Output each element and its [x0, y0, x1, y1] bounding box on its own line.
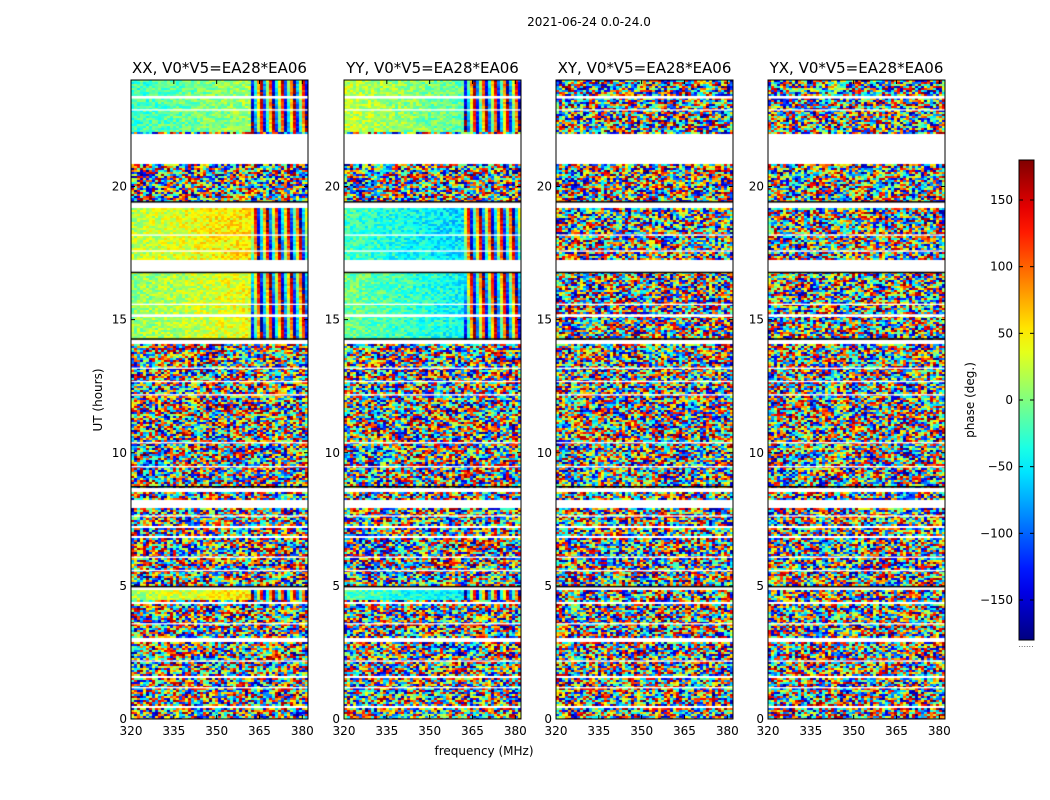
- heatmap-image: [768, 80, 945, 719]
- panel-title: XY, V0*V5=EA28*EA06: [558, 59, 732, 77]
- y-tick-label: 0: [544, 712, 552, 726]
- x-tick-label: 335: [375, 724, 398, 738]
- heatmap-image: [344, 80, 521, 719]
- y-tick-label: 20: [749, 180, 764, 194]
- y-tick-label: 0: [332, 712, 340, 726]
- axes-frame: [343, 79, 522, 720]
- colorbar-tick-label: 150: [990, 193, 1013, 207]
- y-tick-label: 5: [119, 579, 127, 593]
- y-tick-label: 20: [112, 180, 127, 194]
- x-tick-label: 320: [120, 724, 143, 738]
- colorbar-tick-label: −150: [980, 593, 1013, 607]
- y-tick-label: 15: [749, 313, 764, 327]
- y-tick-label: 10: [112, 446, 127, 460]
- axes-frame: [130, 79, 309, 720]
- x-tick-label: 320: [757, 724, 780, 738]
- x-tick-label: 350: [418, 724, 441, 738]
- y-tick-label: 15: [325, 313, 340, 327]
- colorbar-tick-label: 0: [1005, 393, 1013, 407]
- x-tick-label: 365: [673, 724, 696, 738]
- x-tick-label: 350: [205, 724, 228, 738]
- y-tick-label: 5: [756, 579, 764, 593]
- colorbar-tick-label: −50: [988, 460, 1013, 474]
- x-tick-label: 380: [291, 724, 314, 738]
- colorbar: 150 100 50 0 −50 −100 −150: [980, 159, 1035, 641]
- x-tick-label: 365: [248, 724, 271, 738]
- heatmap-image: [556, 80, 733, 719]
- y-tick-label: 5: [332, 579, 340, 593]
- panel-0: XX, V0*V5=EA28*EA06 320 335 350 365 380 0 5 10 15…: [112, 59, 314, 738]
- colorbar-tick-label: −100: [980, 526, 1013, 540]
- figure-title: 2021-06-24 0.0-24.0: [527, 15, 651, 29]
- colorbar-label: phase (deg.): [963, 362, 977, 438]
- x-axis-label: frequency (MHz): [434, 744, 533, 758]
- x-tick-label: 365: [885, 724, 908, 738]
- x-tick-label: 320: [333, 724, 356, 738]
- y-tick-label: 20: [537, 180, 552, 194]
- panel-1: YY, V0*V5=EA28*EA06 320 335 350 365 380 0 5 10 15…: [325, 59, 527, 738]
- y-axis-label: UT (hours): [91, 368, 105, 431]
- x-tick-label: 335: [587, 724, 610, 738]
- panel-3: YX, V0*V5=EA28*EA06 320 335 350 365 380 0 5 10 15…: [749, 59, 951, 738]
- colorbar-footer: ......: [1018, 640, 1033, 649]
- x-tick-label: 380: [928, 724, 951, 738]
- x-tick-label: 320: [545, 724, 568, 738]
- x-tick-label: 350: [630, 724, 653, 738]
- y-tick-label: 0: [119, 712, 127, 726]
- panel-2: XY, V0*V5=EA28*EA06 320 335 350 365 380 0 5 10 15…: [537, 59, 739, 738]
- y-tick-label: 15: [112, 313, 127, 327]
- y-tick-label: 10: [749, 446, 764, 460]
- panel-title: YY, V0*V5=EA28*EA06: [345, 59, 519, 77]
- colorbar-tick-label: 100: [990, 260, 1013, 274]
- x-tick-label: 365: [461, 724, 484, 738]
- y-tick-label: 0: [756, 712, 764, 726]
- y-tick-label: 10: [537, 446, 552, 460]
- heatmap-image: [131, 80, 308, 719]
- y-tick-label: 5: [544, 579, 552, 593]
- x-tick-label: 380: [504, 724, 527, 738]
- x-tick-label: 335: [799, 724, 822, 738]
- y-tick-label: 20: [325, 180, 340, 194]
- x-tick-label: 380: [716, 724, 739, 738]
- axes-frame: [555, 79, 734, 720]
- colorbar-tick-label: 50: [998, 326, 1013, 340]
- panel-title: YX, V0*V5=EA28*EA06: [769, 59, 944, 77]
- panels-group: XX, V0*V5=EA28*EA06 320 335 350 365 380 0 5 10 15…: [112, 59, 951, 738]
- x-tick-label: 350: [842, 724, 865, 738]
- y-tick-label: 10: [325, 446, 340, 460]
- axes-frame: [767, 79, 946, 720]
- panel-title: XX, V0*V5=EA28*EA06: [132, 59, 307, 77]
- y-tick-label: 15: [537, 313, 552, 327]
- x-tick-label: 335: [162, 724, 185, 738]
